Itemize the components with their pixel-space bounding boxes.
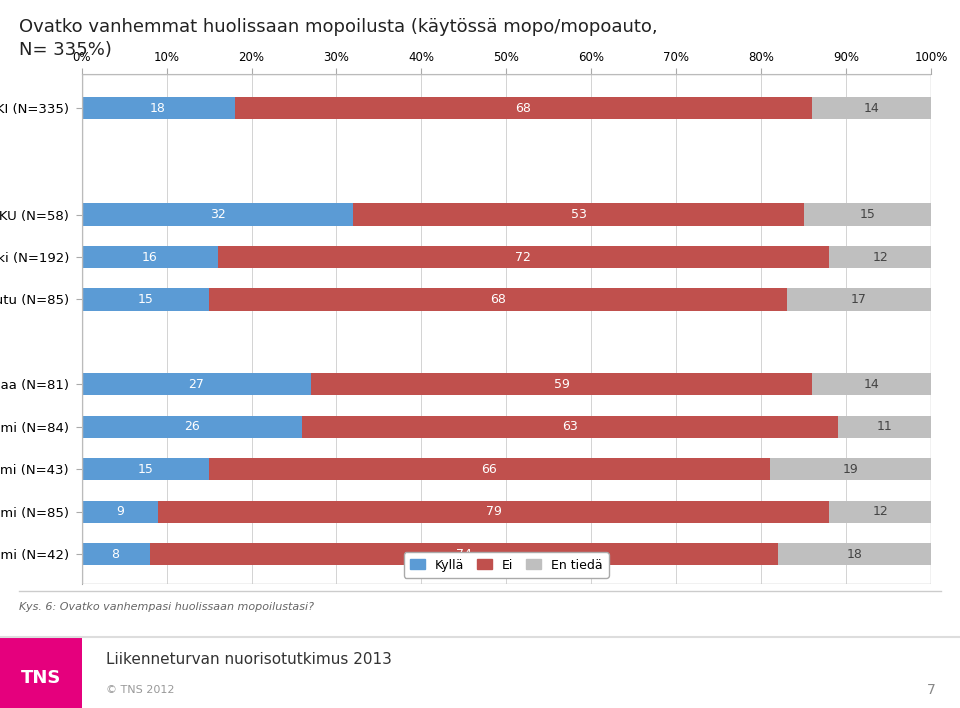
Bar	[82, 246, 218, 268]
Text: 14: 14	[864, 378, 879, 391]
Text: 15: 15	[137, 293, 154, 306]
Bar	[82, 458, 209, 481]
Text: 79: 79	[486, 506, 501, 518]
Text: 17: 17	[852, 293, 867, 306]
Text: 72: 72	[516, 251, 531, 263]
Text: 74: 74	[456, 548, 472, 561]
Bar	[82, 288, 209, 311]
Text: 11: 11	[876, 421, 893, 433]
Legend: Kyllä, Ei, En tiedä: Kyllä, Ei, En tiedä	[404, 552, 609, 578]
Bar	[770, 458, 931, 481]
Bar	[779, 543, 931, 566]
Text: Kys. 6: Ovatko vanhempasi huolissaan mopoilustasi?: Kys. 6: Ovatko vanhempasi huolissaan mop…	[19, 602, 314, 612]
Bar	[209, 458, 770, 481]
Text: Liikenneturvan nuorisotutkimus 2013: Liikenneturvan nuorisotutkimus 2013	[106, 652, 392, 668]
Text: 18: 18	[847, 548, 863, 561]
Bar	[218, 246, 829, 268]
Bar	[353, 203, 804, 226]
Text: 14: 14	[864, 102, 879, 115]
Bar	[82, 74, 931, 584]
Bar	[82, 203, 353, 226]
Bar	[311, 373, 812, 396]
Text: Ovatko vanhemmat huolissaan mopoilusta (käytössä mopo/mopoauto,
N= 335%): Ovatko vanhemmat huolissaan mopoilusta (…	[19, 18, 658, 59]
Text: © TNS 2012: © TNS 2012	[106, 685, 174, 695]
Text: 8: 8	[111, 548, 120, 561]
Bar	[812, 373, 931, 396]
Text: 19: 19	[843, 463, 858, 476]
Text: 32: 32	[209, 208, 226, 221]
Bar	[150, 543, 779, 566]
Text: 68: 68	[516, 102, 531, 115]
Text: 63: 63	[563, 421, 578, 433]
Text: 15: 15	[137, 463, 154, 476]
Bar	[302, 416, 838, 438]
Bar	[82, 543, 150, 566]
Text: 16: 16	[142, 251, 157, 263]
Bar	[804, 203, 931, 226]
Bar	[209, 288, 787, 311]
Text: 66: 66	[482, 463, 497, 476]
Text: 68: 68	[490, 293, 506, 306]
Text: 26: 26	[184, 421, 200, 433]
Text: 12: 12	[873, 251, 888, 263]
Text: TNS: TNS	[20, 669, 61, 687]
Text: 18: 18	[150, 102, 166, 115]
Bar	[829, 501, 931, 523]
Text: 12: 12	[873, 506, 888, 518]
Bar	[82, 501, 158, 523]
Bar	[787, 288, 931, 311]
Bar	[829, 246, 931, 268]
Bar	[82, 373, 311, 396]
Text: 15: 15	[859, 208, 876, 221]
Text: 7: 7	[927, 683, 936, 697]
Text: 53: 53	[570, 208, 587, 221]
Bar	[82, 416, 302, 438]
Text: 9: 9	[116, 506, 124, 518]
Bar	[158, 501, 829, 523]
Bar	[838, 416, 931, 438]
Text: 59: 59	[554, 378, 569, 391]
Text: 27: 27	[188, 378, 204, 391]
Bar	[812, 97, 931, 120]
Bar	[234, 97, 812, 120]
Bar	[82, 97, 234, 120]
